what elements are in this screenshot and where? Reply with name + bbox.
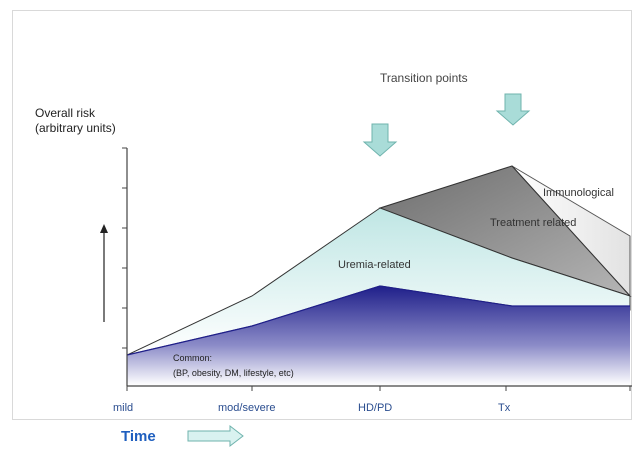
right-arrow-icon [188,426,243,446]
y-axis-ticks [122,148,127,348]
immunological-label: Immunological [543,187,614,199]
transition-points-label: Transition points [380,71,468,85]
x-axis-ticks [127,386,630,391]
common-label-line2: (BP, obesity, DM, lifestyle, etc) [173,368,294,378]
x-tick-hd-pd: HD/PD [358,402,392,414]
time-axis-title: Time [121,428,156,445]
y-axis-title-line1: Overall risk [35,106,96,120]
down-arrow-icon [497,94,529,125]
y-axis-title-line2: (arbitrary units) [35,121,116,135]
up-arrow-icon [100,224,108,322]
x-tick-mod-severe: mod/severe [218,402,275,414]
treatment-related-label: Treatment related [490,217,576,229]
common-label-line1: Common: [173,353,212,363]
x-tick-mild: mild [113,402,133,414]
x-tick-tx: Tx [498,402,511,414]
down-arrow-icon [364,124,396,156]
uremia-related-label: Uremia-related [338,259,411,271]
